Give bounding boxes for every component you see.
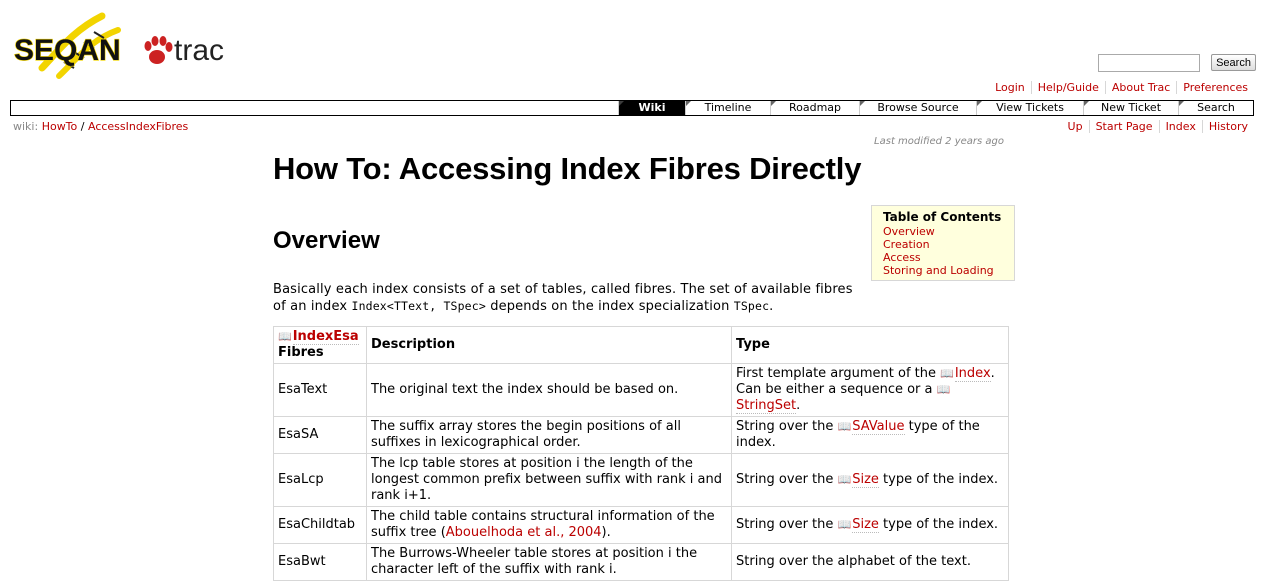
toc-title: Table of Contents [883,210,1002,224]
header-type: Type [731,326,1009,364]
book-icon: 📖 [936,383,951,396]
logo-trac-text: trac [174,34,224,67]
citation-link[interactable]: Abouelhoda et al., 2004 [445,525,602,540]
fibre-name: EsaBwt [273,543,367,581]
preferences-link[interactable]: Preferences [1176,81,1248,94]
intro-text-2: depends on the index specialization [485,299,734,314]
main-nav: Wiki Timeline Roadmap Browse Source View… [10,100,1254,116]
breadcrumb: wiki: HowTo / AccessIndexFibres [13,120,188,133]
type-text: type of the index. [878,517,999,532]
start-page-link[interactable]: Start Page [1088,120,1159,133]
up-link[interactable]: Up [1067,120,1083,133]
book-icon: 📖 [278,330,292,343]
tab-wiki[interactable]: Wiki [618,101,685,115]
tab-roadmap[interactable]: Roadmap [770,101,859,115]
fibre-type: String over the 📖Size type of the index. [731,506,1009,544]
meta-nav: Login Help/Guide About Trac Preferences [989,81,1248,94]
paw-icon [144,36,173,64]
table-of-contents: Table of Contents Overview Creation Acce… [871,205,1015,281]
table-row: EsaLcp The lcp table stores at position … [273,453,1009,507]
table-row: EsaChildtab The child table contains str… [273,506,1009,544]
search-input[interactable] [1098,53,1200,72]
toc-item-storing-loading[interactable]: Storing and Loading [883,264,994,277]
overview-heading: Overview [273,227,380,254]
index-link[interactable]: Index [1158,120,1202,133]
page-title: How To: Accessing Index Fibres Directly [273,151,862,186]
stringset-link[interactable]: StringSet [736,398,797,414]
about-trac-link[interactable]: About Trac [1104,81,1177,94]
header-description: Description [366,326,732,364]
indexesa-link[interactable]: IndexEsa [292,329,359,345]
type-text: type of the index. [736,419,980,450]
table-row: EsaSA The suffix array stores the begin … [273,416,1009,454]
intro-code-tspec: TSpec [733,299,770,313]
tab-timeline[interactable]: Timeline [685,101,770,115]
book-icon: 📖 [940,367,954,380]
tab-new-ticket[interactable]: New Ticket [1083,101,1178,115]
login-link[interactable]: Login [995,81,1025,94]
toc-item-overview[interactable]: Overview [883,225,935,238]
desc-text: ). [601,525,611,540]
logo-seqan-text: SEQAN [14,34,121,67]
fibre-description: The original text the index should be ba… [366,363,732,417]
tab-browse-source[interactable]: Browse Source [859,101,976,115]
table-row: EsaText The original text the index shou… [273,363,1009,417]
tab-search[interactable]: Search [1178,101,1253,115]
fibre-description: The lcp table stores at position i the l… [366,453,732,507]
last-modified[interactable]: Last modified 2 years ago [874,136,1004,147]
fibre-type: First template argument of the 📖Index. C… [731,363,1009,417]
fibre-name: EsaLcp [273,453,367,507]
book-icon: 📖 [837,420,852,433]
type-text: String over the [736,419,838,434]
search-button[interactable]: Search [1211,54,1256,71]
size-link[interactable]: Size [852,517,879,533]
type-text: . [796,398,801,413]
type-text: First template argument of the [736,366,941,381]
table-row: EsaBwt The Burrows-Wheeler table stores … [273,543,1009,581]
fibre-type: String over the 📖SAValue type of the ind… [731,416,1009,454]
fibre-name: EsaText [273,363,367,417]
header-fibres: 📖IndexEsa Fibres [273,326,367,364]
index-type-link[interactable]: Index [954,366,991,382]
savalue-link[interactable]: SAValue [852,419,905,435]
book-icon: 📖 [837,473,852,486]
tab-view-tickets[interactable]: View Tickets [976,101,1083,115]
intro-text-1: Basically each index consists of a set o… [273,282,853,314]
search-form: Search [1098,52,1256,72]
context-nav: Up Start Page Index History [1062,120,1248,133]
fibre-description: The child table contains structural info… [366,506,732,544]
desc-text: The child table contains structural info… [371,509,715,540]
fibres-table: 📖IndexEsa Fibres Description Type EsaText… [273,326,1009,581]
history-link[interactable]: History [1201,120,1248,133]
fibre-type: String over the 📖Size type of the index. [731,453,1009,507]
fibre-type: String over the alphabet of the text. [731,543,1009,581]
type-text: type of the index. [878,472,999,487]
fibre-name: EsaSA [273,416,367,454]
help-guide-link[interactable]: Help/Guide [1030,81,1105,94]
fibre-name: EsaChildtab [273,506,367,544]
type-text: String over the [736,517,838,532]
toc-item-access[interactable]: Access [883,251,921,264]
intro-paragraph: Basically each index consists of a set o… [273,282,853,315]
breadcrumb-label: wiki: [13,120,39,133]
book-icon: 📖 [837,518,852,531]
size-link[interactable]: Size [852,472,879,488]
intro-code-index: Index<TText, TSpec> [351,299,486,313]
seqan-trac-logo[interactable]: SEQAN trac [13,10,229,80]
breadcrumb-accessindexfibres[interactable]: AccessIndexFibres [87,120,189,133]
breadcrumb-separator: / [80,120,85,133]
type-text: . Can be either a sequence or a [736,366,995,397]
intro-text-3: . [769,299,774,314]
breadcrumb-howto[interactable]: HowTo [41,120,78,133]
table-header-row: 📖IndexEsa Fibres Description Type [273,326,1009,364]
fibre-description: The suffix array stores the begin positi… [366,416,732,454]
fibre-description: The Burrows-Wheeler table stores at posi… [366,543,732,581]
type-text: String over the [736,472,838,487]
header-fibres-text: Fibres [278,345,324,360]
toc-item-creation[interactable]: Creation [883,238,930,251]
